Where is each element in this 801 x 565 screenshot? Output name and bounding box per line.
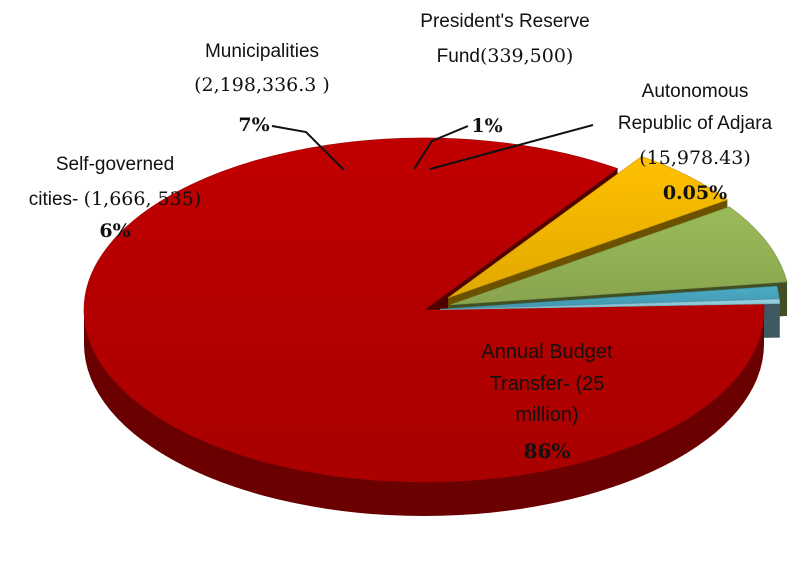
president-label-line1: President's Reserve bbox=[420, 11, 589, 32]
pie-slice-adjara bbox=[439, 298, 781, 310]
pie-slice-tops bbox=[83, 137, 788, 483]
adjara-pct: 0.05% bbox=[663, 182, 727, 204]
president-pct: 1% bbox=[471, 115, 502, 137]
pie-slice-presidents-reserve-fund bbox=[439, 285, 780, 310]
pie-slice-municipalities bbox=[450, 206, 788, 306]
annual-label-line2: Transfer- (25 bbox=[490, 373, 605, 395]
cities-label-line1: Self-governed bbox=[56, 154, 174, 175]
annual-pct: 86% bbox=[524, 439, 571, 463]
slice-side-annual-budget bbox=[84, 310, 764, 516]
annual-label-line3: million) bbox=[515, 404, 578, 426]
pie-slice-self-governed-cities bbox=[447, 156, 728, 299]
president-label-line2: Fund(339,500) bbox=[437, 45, 574, 67]
cities-label-line2: cities- (1,666, 535) bbox=[29, 188, 201, 210]
pie-slice-annual-budget bbox=[83, 137, 765, 483]
cities-label-value: (1,666, 535) bbox=[84, 188, 202, 210]
municipalities-label-line2: (2,198,336.3 ) bbox=[194, 74, 330, 96]
president-label-value: (339,500) bbox=[480, 45, 573, 67]
label-self-governed-cities: Self-governed cities- (1,666, 535) 6% bbox=[29, 154, 201, 242]
adjara-label-line2: Republic of Adjara bbox=[618, 113, 773, 134]
leader-lines bbox=[271, 124, 594, 171]
label-presidents-reserve-fund: President's Reserve Fund(339,500) 1% bbox=[420, 11, 589, 137]
president-label-prefix: Fund bbox=[437, 46, 480, 67]
label-municipalities: Municipalities (2,198,336.3 ) 7% bbox=[194, 41, 330, 136]
cities-pct: 6% bbox=[99, 220, 130, 242]
annual-label-line1: Annual Budget bbox=[481, 341, 613, 363]
label-adjara: Autonomous Republic of Adjara (15,978.43… bbox=[618, 81, 773, 204]
leader-line-president bbox=[413, 125, 469, 170]
leader-line-municipalities bbox=[271, 125, 345, 171]
adjara-label-line1: Autonomous bbox=[642, 81, 749, 102]
municipalities-label-line1: Municipalities bbox=[205, 41, 319, 62]
adjara-label-line3: (15,978.43) bbox=[639, 147, 751, 169]
cities-label-prefix: cities- bbox=[29, 189, 84, 210]
leader-line-adjara bbox=[429, 124, 594, 170]
municipalities-pct: 7% bbox=[238, 114, 269, 136]
label-annual-budget: Annual Budget Transfer- (25 million) 86% bbox=[481, 341, 613, 463]
